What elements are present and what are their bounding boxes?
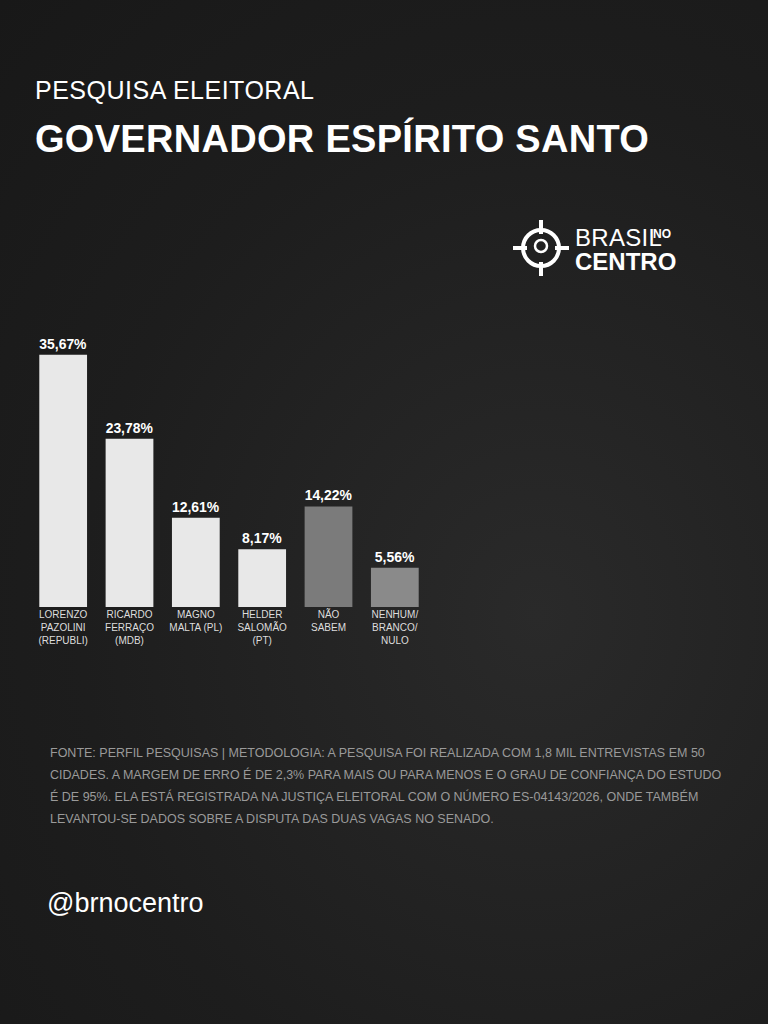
svg-text:RICARDOFERRAÇO(MDB): RICARDOFERRAÇO(MDB) bbox=[105, 609, 154, 646]
svg-text:23,78%: 23,78% bbox=[106, 420, 153, 436]
svg-text:14,22%: 14,22% bbox=[305, 487, 352, 503]
html-text:GOVERNADOR ESPÍRITO SANTO: GOVERNADOR ESPÍRITO SANTO bbox=[35, 118, 650, 160]
html-text:BRASIL: BRASIL bbox=[575, 224, 663, 251]
svg-text:8,17%: 8,17% bbox=[242, 530, 282, 546]
svg-text:NENHUM/BRANCO/NULO: NENHUM/BRANCO/NULO bbox=[371, 609, 418, 646]
svg-text:12,61%: 12,61% bbox=[172, 499, 219, 515]
svg-text:HELDERSALOMÃO(PT): HELDERSALOMÃO(PT) bbox=[237, 609, 287, 646]
svg-text:5,56%: 5,56% bbox=[375, 549, 415, 565]
html-text:@brnocentro: @brnocentro bbox=[47, 888, 204, 918]
html-text:PESQUISA ELEITORAL: PESQUISA ELEITORAL bbox=[35, 76, 315, 104]
svg-text:MAGNOMALTA (PL): MAGNOMALTA (PL) bbox=[169, 609, 222, 633]
svg-text:NÃOSABEM: NÃOSABEM bbox=[311, 608, 346, 633]
svg-text:35,67%: 35,67% bbox=[39, 336, 86, 352]
html-text:CENTRO: CENTRO bbox=[575, 248, 677, 275]
html-text:FONTE: PERFIL PESQUISAS | METO: FONTE: PERFIL PESQUISAS | METODOLOGIA: A… bbox=[50, 746, 722, 826]
html-text:NO: NO bbox=[653, 227, 671, 241]
svg-text:LORENZOPAZOLINI(REPUBLI): LORENZOPAZOLINI(REPUBLI) bbox=[38, 609, 87, 646]
